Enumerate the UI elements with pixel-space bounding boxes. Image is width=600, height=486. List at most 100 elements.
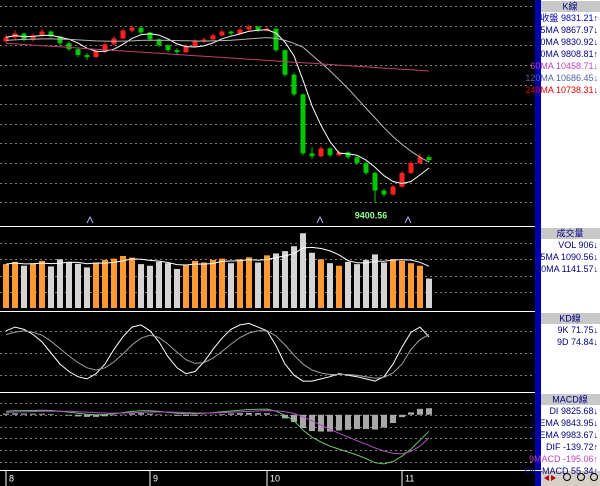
zoom-in[interactable] <box>563 473 571 481</box>
legend-label: 12EMA <box>529 418 559 428</box>
bar <box>48 414 54 415</box>
series-line <box>5 408 430 465</box>
bar <box>399 260 405 308</box>
bar <box>219 413 225 415</box>
bar <box>111 258 117 308</box>
candle-body <box>129 27 135 31</box>
series-line <box>5 42 430 72</box>
bar <box>309 414 315 432</box>
bar <box>3 413 9 415</box>
bar <box>102 259 108 308</box>
legend-row: 9K 71.75↓ <box>557 325 598 335</box>
annotation: 9400.56 <box>355 211 388 221</box>
panel-title: KD線 <box>559 312 581 323</box>
bar <box>363 259 369 308</box>
legend-value: 9867.97↓ <box>561 25 598 35</box>
candle-body <box>147 32 153 40</box>
legend-value: -195.06↑ <box>563 454 598 464</box>
bar <box>282 414 288 419</box>
bar <box>273 253 279 308</box>
bar <box>255 413 261 415</box>
bar <box>354 414 360 430</box>
candle-body <box>336 152 342 156</box>
panel-header <box>541 1 600 12</box>
candle-body <box>363 163 369 173</box>
legend-label: VOL <box>558 240 576 250</box>
legend-row: 20MA 9808.81↑ <box>535 49 598 59</box>
candle-body <box>39 31 45 36</box>
series-line <box>5 322 430 382</box>
bar <box>300 414 306 429</box>
legend-value: 1090.56↓ <box>561 252 598 262</box>
bar <box>39 413 45 415</box>
bar <box>165 263 171 308</box>
bar <box>156 261 162 308</box>
legend-row: 60MA 10458.71↓ <box>530 61 598 71</box>
bar <box>381 414 387 428</box>
bar <box>336 414 342 431</box>
candle-body <box>291 74 297 95</box>
zoom-out[interactable] <box>577 473 585 481</box>
candle-body <box>327 148 333 156</box>
candle-body <box>75 49 81 56</box>
bar <box>129 257 135 308</box>
series-line <box>5 330 430 379</box>
bar <box>372 254 378 308</box>
bar <box>21 265 27 308</box>
bar <box>30 263 36 308</box>
bar <box>291 246 297 308</box>
candle-body <box>381 190 387 195</box>
legend-row: 9MACD -195.06↑ <box>529 454 598 464</box>
candle-body <box>84 55 90 58</box>
legend-value: 9843.95↓ <box>561 418 598 428</box>
markers <box>86 215 412 224</box>
bar <box>75 263 81 308</box>
legend-row: DIF -139.72↑ <box>546 442 598 452</box>
legend-label: 26EMA <box>529 430 559 440</box>
bar <box>93 414 99 417</box>
legend-row: DIF-MACD 55.34↑ <box>524 466 598 476</box>
candle-body <box>255 26 261 31</box>
bar <box>84 267 90 308</box>
bar <box>390 259 396 308</box>
bar <box>174 414 180 416</box>
candle-body <box>192 41 198 47</box>
zoom-reset[interactable] <box>590 473 598 481</box>
legend-label: 20MA <box>535 49 559 59</box>
bar <box>426 278 432 308</box>
bar <box>318 414 324 432</box>
bar <box>390 414 396 424</box>
legend-label: 收盤 <box>540 12 558 23</box>
bar <box>228 413 234 415</box>
panel-title: K線 <box>562 0 577 11</box>
bar <box>3 264 9 308</box>
toolbar <box>541 471 600 486</box>
candle-body <box>57 36 63 44</box>
candle-body <box>174 50 180 53</box>
legend-value: 10458.71↓ <box>556 61 598 71</box>
legend-row: VOL 906↓ <box>558 240 598 250</box>
candle-body <box>246 26 252 30</box>
bar <box>66 414 72 416</box>
marker <box>316 215 324 224</box>
marker <box>86 215 94 224</box>
legend-label: DI <box>549 406 558 416</box>
bar <box>237 259 243 308</box>
bar <box>39 260 45 308</box>
bar <box>417 408 423 415</box>
bar <box>66 261 72 308</box>
candle-body <box>219 31 225 36</box>
bar <box>372 414 378 430</box>
bar <box>111 414 117 416</box>
bar <box>426 408 432 415</box>
legend-value: 906↓ <box>578 240 598 250</box>
candle-body <box>210 35 216 40</box>
legend-label: 9K <box>557 325 568 335</box>
x-tick-label: 10 <box>270 473 280 483</box>
candle-body <box>30 35 36 40</box>
bar <box>309 252 315 308</box>
legend-value: 10686.45↓ <box>556 73 598 83</box>
bar <box>210 259 216 308</box>
scroll-button[interactable] <box>544 475 556 481</box>
